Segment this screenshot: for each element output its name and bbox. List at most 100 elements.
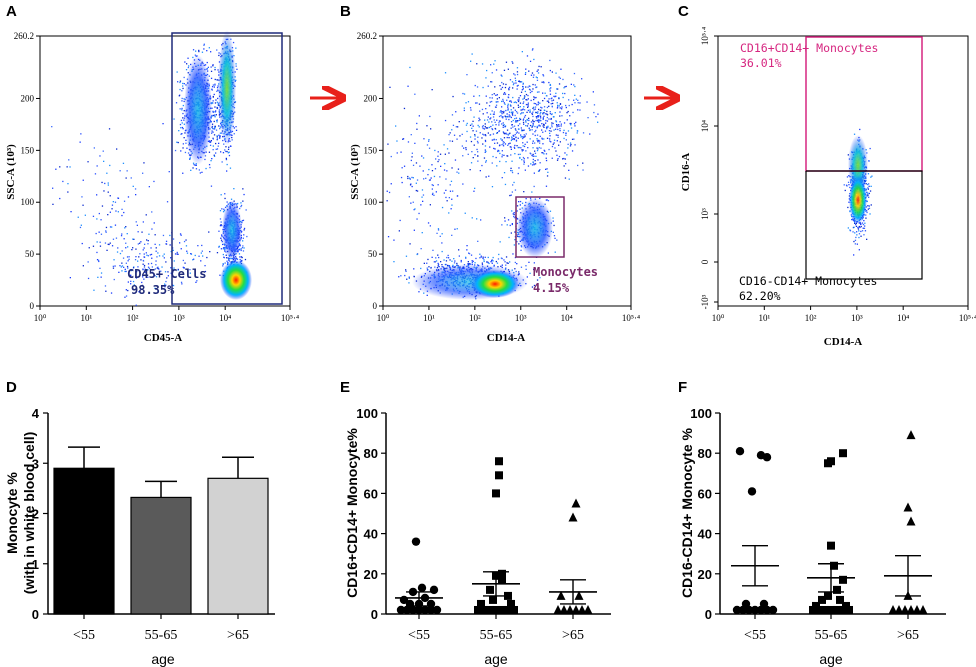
b-event-dot [506, 115, 509, 118]
b-event-dot [511, 137, 513, 139]
b-event-dot [520, 136, 522, 138]
b-event-dot [466, 74, 468, 76]
a-event-dot [123, 238, 125, 240]
b-event-dot [479, 257, 481, 259]
b-event-dot [512, 111, 514, 113]
a-event-dot [125, 177, 127, 179]
b-event-dot [575, 98, 577, 100]
b-event-dot [479, 119, 481, 121]
x-tick-label-e-2: >65 [562, 628, 584, 643]
a-event-dot [137, 266, 139, 268]
b-event-dot [531, 49, 534, 51]
point-e-1-8 [507, 599, 515, 608]
b-event-dot [409, 184, 412, 186]
b-event-dot [516, 131, 518, 133]
b-event-dot [522, 136, 524, 138]
a-event-dot [216, 119, 218, 121]
b-event-dot [475, 102, 477, 104]
b-event-dot [522, 88, 524, 90]
b-event-dot [576, 130, 579, 132]
b-event-dot [483, 128, 486, 130]
b-event-dot [454, 159, 457, 161]
b-event-dot [515, 117, 518, 119]
b-event-dot [534, 163, 537, 165]
b-event-dot [537, 112, 539, 114]
c-event-dot [866, 210, 868, 212]
c-event-dot [846, 185, 848, 187]
b-event-dot [543, 153, 545, 155]
a-event-dot [131, 249, 133, 251]
b-event-dot [538, 119, 540, 121]
a-event-dot [194, 254, 196, 257]
a-event-dot [183, 267, 185, 269]
b-event-dot [512, 112, 514, 114]
b-event-dot [489, 113, 492, 115]
b-event-dot [501, 100, 503, 103]
b-event-dot [552, 231, 554, 233]
b-event-dot [561, 106, 563, 108]
a-event-dot [99, 155, 101, 157]
b-event-dot [562, 92, 564, 95]
b-event-dot [518, 132, 520, 134]
b-event-dot [516, 234, 518, 236]
a-event-dot [195, 164, 197, 166]
b-event-dot [519, 117, 521, 120]
b-event-dot [497, 149, 499, 152]
b-event-dot [557, 106, 559, 108]
b-event-dot [518, 243, 520, 245]
a-event-dot [226, 163, 228, 166]
b-event-dot [504, 261, 506, 263]
b-event-dot [507, 134, 509, 136]
a-event-dot [126, 256, 129, 258]
a-event-dot [241, 220, 244, 222]
a-event-dot [216, 90, 218, 92]
b-event-dot [514, 189, 517, 191]
a-event-dot [122, 162, 125, 164]
b-event-dot [437, 229, 440, 231]
b-event-dot [509, 194, 511, 197]
b-event-dot [516, 241, 518, 243]
a-event-dot [227, 148, 230, 150]
b-event-dot [522, 149, 524, 151]
a-event-dot [163, 253, 165, 255]
b-event-dot [532, 123, 534, 125]
b-event-dot [572, 111, 574, 114]
point-e-0-6 [432, 605, 442, 615]
b-event-dot [555, 150, 557, 152]
gate-percent-cd16-neg: 62.20% [739, 289, 781, 303]
a-event-dot [147, 266, 150, 268]
c-event-dot [868, 185, 870, 187]
a-event-dot [197, 245, 199, 247]
point-f-0-6 [768, 605, 778, 615]
b-event-dot [535, 129, 537, 132]
b-event-dot [551, 124, 553, 126]
a-event-dot [183, 240, 186, 243]
c-event-dot [859, 128, 861, 131]
x-tick-label-axesB-4: 10⁴ [561, 313, 573, 323]
b-event-dot [496, 132, 499, 134]
b-event-dot [519, 123, 521, 125]
b-event-dot [465, 124, 468, 126]
b-event-dot [477, 136, 479, 138]
b-event-dot [530, 121, 533, 123]
b-event-dot [513, 101, 515, 104]
b-event-dot [558, 97, 560, 100]
a-event-dot [221, 241, 223, 243]
b-event-dot [509, 261, 511, 263]
a-event-dot [87, 161, 89, 163]
a-event-dot [94, 173, 97, 175]
b-event-dot [395, 125, 397, 127]
b-event-dot [559, 115, 561, 117]
b-event-dot [483, 157, 486, 159]
b-event-dot [551, 122, 553, 124]
density-cloud-b-lymphocytes [471, 270, 519, 298]
b-event-dot [528, 119, 530, 122]
x-tick-label-axesB-2: 10² [469, 313, 481, 323]
b-event-dot [523, 95, 526, 97]
b-event-dot [456, 228, 458, 230]
a-event-dot [211, 132, 213, 134]
y-tick-label-e-3: 60 [364, 486, 378, 501]
bar-d-2 [207, 477, 269, 615]
b-event-dot [527, 109, 529, 112]
b-event-dot [492, 256, 494, 259]
